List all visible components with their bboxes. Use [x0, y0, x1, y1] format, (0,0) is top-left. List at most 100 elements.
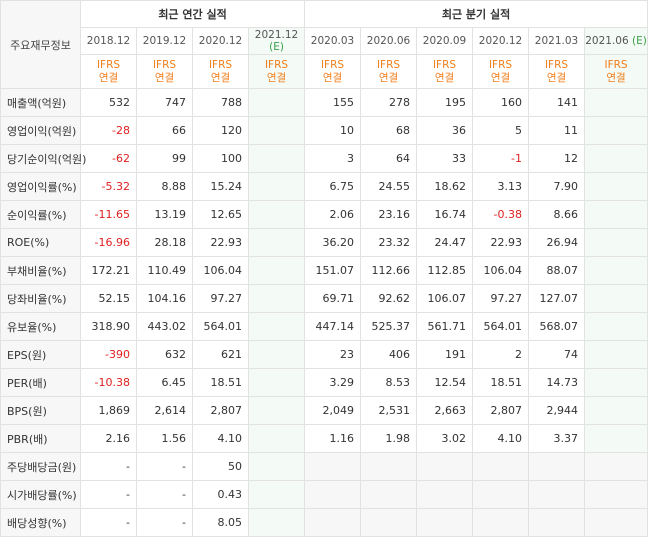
- annual-value-cell: -: [80, 508, 137, 537]
- accounting-standard-label: IFRS: [320, 58, 345, 71]
- quarter-value-cell: 88.07: [528, 256, 586, 285]
- period-label: 2020.03: [310, 35, 355, 47]
- table-row: 당기순이익(억원) -62 99 100 3 64 33 -1 12: [0, 144, 648, 173]
- table-row: 영업이익(억원) -28 66 120 10 68 36 5 11: [0, 116, 648, 145]
- quarter-value-cell: 155: [304, 88, 362, 117]
- quarter-value-cell: 92.62: [360, 284, 418, 313]
- annual-value-cell: [247, 144, 306, 173]
- annual-value-cell: 120: [192, 116, 249, 145]
- quarter-value-cell: [584, 116, 648, 145]
- accounting-standard-label: IFRS: [488, 58, 513, 71]
- row-label: 시가배당률(%): [0, 480, 81, 509]
- quarter-value-cell: 1.16: [304, 424, 362, 453]
- annual-value-cell: [247, 396, 306, 425]
- quarter-value-cell: [304, 452, 362, 481]
- quarter-value-cell: [584, 88, 648, 117]
- quarter-value-cell: 36.20: [304, 228, 362, 257]
- period-label: 2018.12: [86, 35, 131, 47]
- annual-value-cell: 99: [136, 144, 193, 173]
- annual-value-cell: [247, 256, 306, 285]
- annual-value-cell: 172.21: [80, 256, 137, 285]
- annual-value-cell: [247, 116, 306, 145]
- period-label: 2020.12: [198, 35, 243, 47]
- quarter-period-header: 2020.09: [416, 27, 474, 55]
- annual-value-cell: 2.16: [80, 424, 137, 453]
- annual-value-cell: -10.38: [80, 368, 137, 397]
- quarter-value-cell: [584, 480, 648, 509]
- estimate-mark: (E): [631, 35, 647, 47]
- quarter-value-cell: 2,531: [360, 396, 418, 425]
- quarter-value-cell: [360, 452, 418, 481]
- quarter-value-cell: 14.73: [528, 368, 586, 397]
- consolidation-label: 연결: [378, 71, 399, 84]
- consolidation-label: 연결: [434, 71, 455, 84]
- quarter-value-cell: [584, 424, 648, 453]
- annual-value-cell: 1.56: [136, 424, 193, 453]
- quarter-period-header: 2021.03: [528, 27, 586, 55]
- annual-results-title: 최근 연간 실적: [79, 0, 306, 28]
- quarter-value-cell: 160: [472, 88, 530, 117]
- quarter-value-cell: [416, 508, 474, 537]
- annual-value-cell: [247, 480, 306, 509]
- annual-period-header: 2018.12: [80, 27, 137, 55]
- quarter-value-cell: 23.32: [360, 228, 418, 257]
- accounting-standard-header: IFRS 연결: [360, 54, 418, 89]
- row-label: BPS(원): [0, 396, 81, 425]
- annual-value-cell: 8.05: [192, 508, 249, 537]
- quarter-value-cell: 11: [528, 116, 586, 145]
- annual-value-cell: [247, 88, 306, 117]
- quarter-value-cell: [584, 284, 648, 313]
- row-label: 배당성향(%): [0, 508, 81, 537]
- table-row: EPS(원) -390 632 621 23 406 191 2 74: [0, 340, 648, 369]
- quarter-value-cell: 127.07: [528, 284, 586, 313]
- quarter-value-cell: [584, 172, 648, 201]
- consolidation-label: 연결: [154, 71, 175, 84]
- accounting-standard-label: IFRS: [376, 58, 401, 71]
- annual-value-cell: 15.24: [192, 172, 249, 201]
- annual-value-cell: [247, 368, 306, 397]
- annual-value-cell: 532: [80, 88, 137, 117]
- quarter-value-cell: [584, 368, 648, 397]
- accounting-standard-label: IFRS: [96, 58, 121, 71]
- quarter-value-cell: 7.90: [528, 172, 586, 201]
- annual-value-cell: 318.90: [80, 312, 137, 341]
- quarter-value-cell: 18.51: [472, 368, 530, 397]
- annual-period-header: 2020.12: [192, 27, 249, 55]
- annual-value-cell: 28.18: [136, 228, 193, 257]
- accounting-standard-header: IFRS 연결: [136, 54, 193, 89]
- quarter-value-cell: 33: [416, 144, 474, 173]
- quarter-value-cell: 106.07: [416, 284, 474, 313]
- quarter-value-cell: 22.93: [472, 228, 530, 257]
- accounting-standard-header: IFRS 연결: [192, 54, 249, 89]
- accounting-standard-header: IFRS 연결: [304, 54, 362, 89]
- table-row: 주당배당금(원) - -50: [0, 452, 648, 481]
- quarter-value-cell: 106.04: [472, 256, 530, 285]
- quarter-value-cell: 8.53: [360, 368, 418, 397]
- quarter-value-cell: [584, 228, 648, 257]
- quarter-value-cell: 36: [416, 116, 474, 145]
- table-row: 배당성향(%) - -8.05: [0, 508, 648, 537]
- label-column-header: 주요재무정보: [0, 0, 81, 89]
- annual-value-cell: [247, 172, 306, 201]
- table-row: PBR(배) 2.16 1.56 4.10 1.16 1.98 3.02 4.10 3.37: [0, 424, 648, 453]
- quarter-period-header: 2020.06: [360, 27, 418, 55]
- accounting-standard-header: IFRS 연결: [528, 54, 586, 89]
- row-label: 영업이익률(%): [0, 172, 81, 201]
- annual-value-cell: -: [136, 508, 193, 537]
- quarter-value-cell: 3.29: [304, 368, 362, 397]
- annual-value-cell: 4.10: [192, 424, 249, 453]
- annual-value-cell: [247, 284, 306, 313]
- quarter-value-cell: 10: [304, 116, 362, 145]
- estimate-mark: (E): [269, 41, 284, 53]
- quarter-value-cell: 68: [360, 116, 418, 145]
- quarter-value-cell: 12: [528, 144, 586, 173]
- accounting-standard-label: IFRS: [264, 58, 289, 71]
- row-label: 주당배당금(원): [0, 452, 81, 481]
- quarter-value-cell: -0.38: [472, 200, 530, 229]
- quarter-value-cell: -1: [472, 144, 530, 173]
- annual-value-cell: [247, 424, 306, 453]
- quarter-value-cell: 191: [416, 340, 474, 369]
- quarter-value-cell: [528, 508, 586, 537]
- quarter-value-cell: 5: [472, 116, 530, 145]
